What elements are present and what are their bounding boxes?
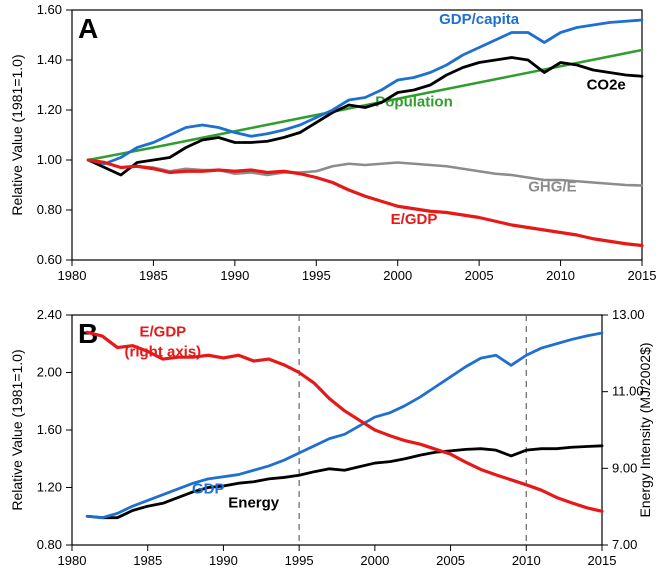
panel-b-xtick-label: 1980 <box>58 553 87 568</box>
panel-b-xtick-label: 2005 <box>436 553 465 568</box>
label-e_gdp_right: E/GDP <box>140 324 187 341</box>
panel-b-xtick-label: 2015 <box>588 553 617 568</box>
panel-a-ytick-label: 1.60 <box>37 2 62 17</box>
label-gdp_capita: GDP/capita <box>439 11 520 28</box>
label-energy: Energy <box>228 495 280 512</box>
label-gdp: GDP <box>192 480 225 497</box>
label-co2e: CO2e <box>587 77 626 94</box>
panel-a-ytick-label: 1.20 <box>37 102 62 117</box>
panel-a-ylabel: Relative Value (1981=1.0) <box>9 54 25 215</box>
figure: 0.60 0.80 1.00 1.20 1.40 1.60 1980 1985 1990 1995… <box>0 0 659 574</box>
label2-e_gdp_right: (right axis) <box>125 344 202 361</box>
panel-a-xtick-label: 1980 <box>58 268 87 283</box>
panel-a-xtick-label: 2015 <box>628 268 657 283</box>
panel-a-ytick-label: 0.80 <box>37 202 62 217</box>
panel-a: 0.60 0.80 1.00 1.20 1.40 1.60 1980 1985 1990 1995… <box>9 2 656 283</box>
panel-b-xtick-label: 1985 <box>133 553 162 568</box>
panel-b-yltick-label: 0.80 <box>37 537 62 552</box>
panel-b-yrtick-label: 13.00 <box>612 307 645 322</box>
panel-a-ytick-label: 0.60 <box>37 252 62 267</box>
panel-b-yltick-label: 2.00 <box>37 365 62 380</box>
panel-b-xtick-label: 2010 <box>512 553 541 568</box>
panel-a-xtick-label: 2000 <box>383 268 412 283</box>
panel-b-yltick-label: 1.20 <box>37 480 62 495</box>
series-population <box>88 50 642 160</box>
panel-a-xtick-label: 1985 <box>139 268 168 283</box>
series-energy <box>87 446 602 518</box>
panel-b-xtick-label: 2000 <box>360 553 389 568</box>
label-ghg_e: GHG/E <box>528 178 576 195</box>
panel-a-letter: A <box>78 13 98 44</box>
panel-a-xtick-label: 2010 <box>546 268 575 283</box>
panel-a-frame <box>72 10 642 260</box>
series-gdp_capita <box>88 20 642 164</box>
label-population: Population <box>375 93 453 110</box>
panel-b: 0.801.201.602.002.407.009.0011.0013.0019… <box>9 307 653 568</box>
series-e_gdp <box>88 160 642 246</box>
panel-a-xtick-label: 1995 <box>302 268 331 283</box>
panel-b-yltick-label: 2.40 <box>37 307 62 322</box>
panel-b-ylabel-left: Relative Value (1981=1.0) <box>9 349 25 510</box>
label-e_gdp: E/GDP <box>391 211 438 228</box>
panel-b-ylabel-right: Energy Intensity (MJ/2002$) <box>637 342 653 517</box>
panel-a-ytick-label: 1.40 <box>37 52 62 67</box>
panel-b-yrtick-label: 7.00 <box>612 537 637 552</box>
panel-b-yrtick-label: 9.00 <box>612 460 637 475</box>
panel-a-xtick-label: 2005 <box>465 268 494 283</box>
panel-b-xtick-label: 1995 <box>285 553 314 568</box>
panel-b-xtick-label: 1990 <box>209 553 238 568</box>
panel-a-xtick-label: 1990 <box>220 268 249 283</box>
panel-a-ytick-label: 1.00 <box>37 152 62 167</box>
panel-b-yltick-label: 1.60 <box>37 422 62 437</box>
series-co2e <box>88 58 642 176</box>
